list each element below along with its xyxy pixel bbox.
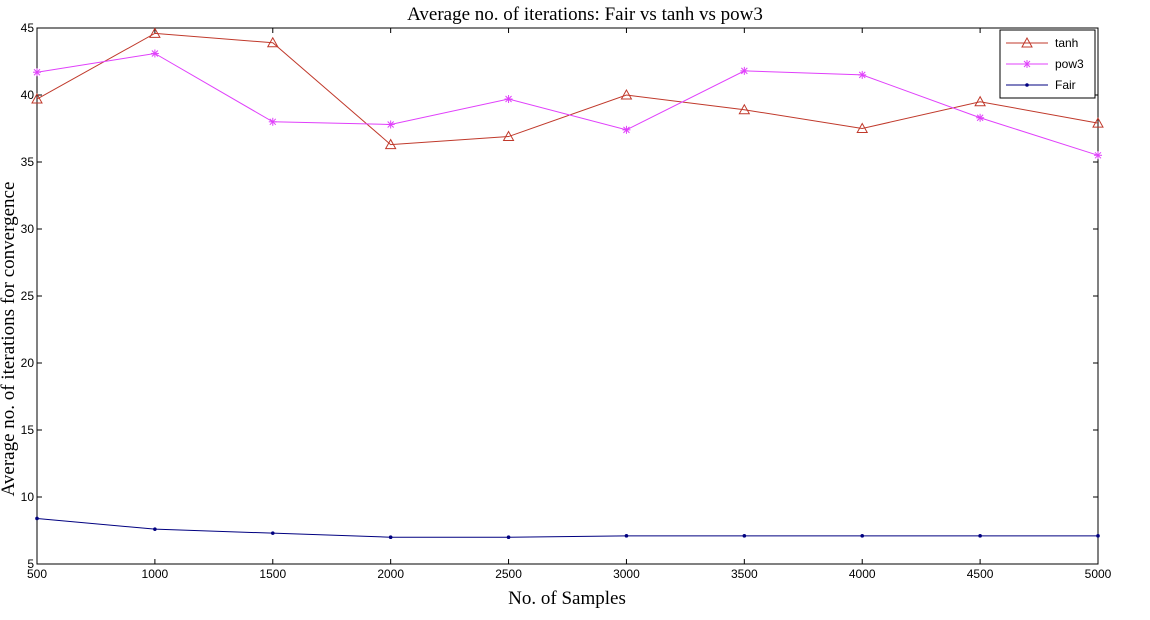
axis-ticks: 500 1000 1500 2000 2500 3000 3500 4000 4500 5000 5… bbox=[21, 21, 1112, 581]
data-point-fair bbox=[742, 534, 747, 538]
data-point-fair bbox=[35, 516, 39, 521]
data-point-tanh bbox=[974, 95, 986, 107]
x-tick-label: 2500 bbox=[495, 567, 522, 581]
data-point-fair bbox=[1096, 534, 1100, 538]
x-tick-label: 5000 bbox=[1085, 567, 1112, 581]
data-point-tanh bbox=[502, 130, 515, 142]
y-tick-label: 25 bbox=[21, 289, 35, 303]
y-tick-label: 45 bbox=[21, 21, 35, 35]
legend-marker bbox=[1023, 60, 1031, 68]
x-tick-label: 4000 bbox=[849, 567, 876, 581]
x-tick-label: 3000 bbox=[613, 567, 640, 581]
legend-label: Fair bbox=[1055, 78, 1076, 92]
data-point-tanh bbox=[856, 122, 869, 133]
x-tick-label: 1500 bbox=[259, 567, 286, 581]
series-line-pow3 bbox=[36, 52, 1099, 156]
legend-label: pow3 bbox=[1055, 57, 1084, 71]
y-tick-label: 10 bbox=[21, 490, 35, 504]
data-point-fair bbox=[860, 534, 865, 538]
y-tick-label: 5 bbox=[27, 557, 34, 571]
plot-area-frame bbox=[36, 27, 1099, 565]
data-point-tanh bbox=[620, 88, 633, 100]
data-point-pow3 bbox=[1094, 151, 1102, 160]
series-line-fair bbox=[36, 517, 1098, 538]
x-tick-label: 3500 bbox=[731, 567, 758, 581]
data-point-tanh bbox=[738, 103, 751, 115]
y-tick-label: 15 bbox=[21, 423, 35, 437]
chart-title: Average no. of iterations: Fair vs tanh … bbox=[407, 4, 763, 25]
x-tick-label: 1000 bbox=[142, 567, 169, 581]
x-tick-label: 2000 bbox=[377, 567, 404, 581]
data-point-pow3 bbox=[858, 70, 867, 79]
series-line-tanh bbox=[36, 32, 1099, 146]
data-point-pow3 bbox=[976, 113, 985, 122]
data-point-fair bbox=[153, 527, 157, 531]
data-point-fair bbox=[388, 535, 393, 539]
data-point-fair bbox=[624, 534, 629, 538]
legend-marker bbox=[1025, 83, 1029, 87]
data-point-pow3 bbox=[268, 117, 277, 126]
data-point-pow3 bbox=[740, 66, 749, 75]
y-tick-label: 30 bbox=[21, 222, 35, 236]
x-tick-label: 4500 bbox=[967, 567, 994, 581]
y-axis-label: Average no. of iterations for convergenc… bbox=[0, 182, 19, 497]
legend-label: tanh bbox=[1055, 36, 1078, 50]
y-tick-label: 35 bbox=[21, 155, 35, 169]
legend-marker bbox=[1021, 36, 1033, 48]
data-point-pow3 bbox=[150, 49, 159, 58]
data-point-tanh bbox=[384, 138, 397, 150]
data-point-tanh bbox=[149, 27, 161, 38]
legend: tanh pow3 Fair bbox=[999, 29, 1096, 99]
data-point-tanh bbox=[266, 36, 279, 48]
data-point-tanh bbox=[1092, 117, 1104, 128]
data-point-fair bbox=[506, 535, 511, 539]
data-point-pow3 bbox=[386, 120, 395, 129]
data-point-tanh bbox=[31, 92, 43, 104]
series-layer bbox=[31, 27, 1104, 539]
data-point-pow3 bbox=[504, 95, 513, 104]
data-point-fair bbox=[270, 531, 275, 535]
data-point-pow3 bbox=[33, 68, 41, 77]
data-point-fair bbox=[978, 534, 982, 538]
y-tick-label: 40 bbox=[21, 88, 35, 102]
x-tick-label: 500 bbox=[27, 567, 47, 581]
x-axis-label: No. of Samples bbox=[508, 588, 626, 609]
y-tick-label: 20 bbox=[21, 356, 35, 370]
data-point-pow3 bbox=[622, 125, 631, 134]
